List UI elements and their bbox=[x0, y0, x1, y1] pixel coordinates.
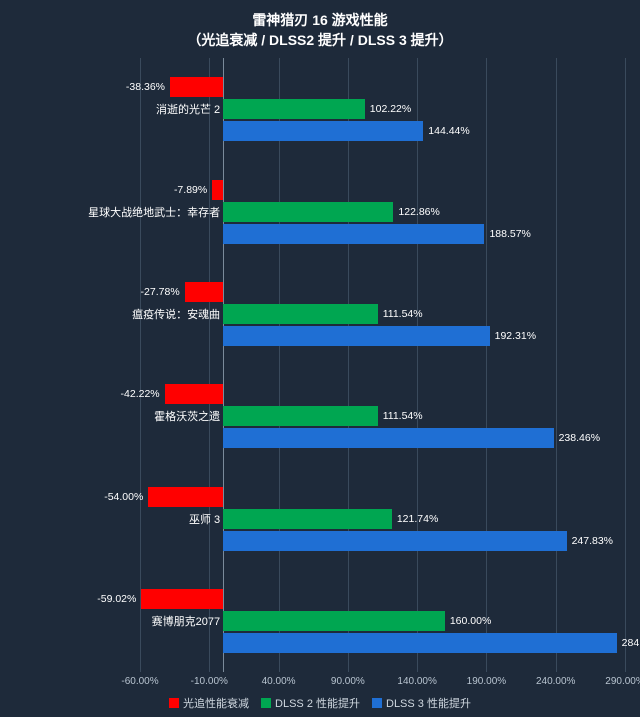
bar-value-label: -59.02% bbox=[97, 593, 136, 605]
bar-dlss2 bbox=[223, 406, 378, 426]
category-label: 瘟疫传说：安魂曲 bbox=[132, 306, 220, 322]
bar-row: -42.22% bbox=[140, 384, 625, 404]
gridline bbox=[140, 58, 141, 672]
category-label: 星球大战绝地武士：幸存者 bbox=[88, 204, 220, 220]
category-label: 巫师 3 bbox=[189, 511, 220, 527]
x-tick-label: 190.00% bbox=[467, 676, 506, 687]
bar-value-label: 284.00% bbox=[622, 637, 640, 649]
bar-dlss3 bbox=[223, 121, 423, 141]
chart-legend: 光追性能衰减 DLSS 2 性能提升 DLSS 3 性能提升 bbox=[0, 695, 640, 711]
x-tick-label: -10.00% bbox=[191, 676, 228, 687]
bar-dlss2 bbox=[223, 99, 365, 119]
bar-row: -59.02% bbox=[140, 589, 625, 609]
x-tick-label: -60.00% bbox=[121, 676, 158, 687]
legend-item: 光追性能衰减 bbox=[169, 695, 249, 711]
plot-area: -38.36% 102.22% 144.44% 消逝的光芒 2 -7.89% 122.86… bbox=[140, 58, 625, 672]
bar-dlss3 bbox=[223, 224, 484, 244]
bar-value-label: 122.86% bbox=[398, 206, 439, 218]
bar-value-label: 102.22% bbox=[370, 103, 411, 115]
bar-dlss3 bbox=[223, 633, 617, 653]
bar-value-label: 111.54% bbox=[383, 410, 423, 422]
category-label: 消逝的光芒 2 bbox=[156, 101, 220, 117]
gridline bbox=[279, 58, 280, 672]
bar-row: 192.31% bbox=[140, 326, 625, 346]
gridline bbox=[486, 58, 487, 672]
gridline bbox=[417, 58, 418, 672]
bar-dlss3 bbox=[223, 428, 553, 448]
bar-value-label: 111.54% bbox=[383, 308, 423, 320]
bar-row: 144.44% bbox=[140, 121, 625, 141]
x-tick-label: 90.00% bbox=[331, 676, 365, 687]
bar-value-label: 247.83% bbox=[572, 535, 613, 547]
category-label: 赛博朋克2077 bbox=[152, 613, 220, 629]
x-tick-label: 290.00% bbox=[605, 676, 640, 687]
bar-value-label: 160.00% bbox=[450, 615, 491, 627]
legend-item: DLSS 3 性能提升 bbox=[372, 695, 471, 711]
gridline bbox=[348, 58, 349, 672]
bar-dlss2 bbox=[223, 509, 392, 529]
bar-rt-decay bbox=[170, 77, 223, 97]
legend-label: 光追性能衰减 bbox=[183, 695, 249, 711]
bar-row: -7.89% bbox=[140, 180, 625, 200]
bar-row: 247.83% bbox=[140, 531, 625, 551]
bar-rt-decay bbox=[148, 487, 223, 507]
zero-line bbox=[223, 58, 224, 672]
bar-value-label: 192.31% bbox=[495, 330, 536, 342]
gaming-perf-chart: 雷神猎刃 16 游戏性能 （光追衰减 / DLSS2 提升 / DLSS 3 提… bbox=[0, 0, 640, 717]
bar-rt-decay bbox=[185, 282, 223, 302]
bar-rt-decay bbox=[141, 589, 223, 609]
bar-value-label: 144.44% bbox=[428, 125, 469, 137]
gridline bbox=[625, 58, 626, 672]
bar-value-label: -54.00% bbox=[104, 491, 143, 503]
bar-dlss2 bbox=[223, 202, 393, 222]
legend-swatch bbox=[261, 698, 271, 708]
x-tick-label: 140.00% bbox=[397, 676, 436, 687]
legend-swatch bbox=[169, 698, 179, 708]
bar-dlss2 bbox=[223, 611, 445, 631]
bar-row: 238.46% bbox=[140, 428, 625, 448]
x-tick-label: 240.00% bbox=[536, 676, 575, 687]
legend-label: DLSS 3 性能提升 bbox=[386, 695, 471, 711]
bar-row: 188.57% bbox=[140, 224, 625, 244]
gridline bbox=[556, 58, 557, 672]
bar-row: -54.00% bbox=[140, 487, 625, 507]
bar-row: 284.00% bbox=[140, 633, 625, 653]
bar-value-label: 188.57% bbox=[489, 228, 530, 240]
bar-rt-decay bbox=[212, 180, 223, 200]
bar-value-label: 238.46% bbox=[559, 432, 600, 444]
bar-value-label: -7.89% bbox=[174, 184, 207, 196]
legend-swatch bbox=[372, 698, 382, 708]
bar-row: -38.36% bbox=[140, 77, 625, 97]
category-label: 霍格沃茨之遗 bbox=[154, 408, 220, 424]
legend-label: DLSS 2 性能提升 bbox=[275, 695, 360, 711]
bar-row: -27.78% bbox=[140, 282, 625, 302]
bar-rt-decay bbox=[165, 384, 224, 404]
gridline bbox=[209, 58, 210, 672]
x-tick-label: 40.00% bbox=[262, 676, 296, 687]
bar-dlss3 bbox=[223, 326, 489, 346]
chart-title-line2: （光追衰减 / DLSS2 提升 / DLSS 3 提升） bbox=[0, 32, 640, 49]
bar-value-label: -42.22% bbox=[121, 388, 160, 400]
bar-value-label: 121.74% bbox=[397, 513, 438, 525]
bar-value-label: -38.36% bbox=[126, 81, 165, 93]
legend-item: DLSS 2 性能提升 bbox=[261, 695, 360, 711]
bar-value-label: -27.78% bbox=[141, 286, 180, 298]
chart-title-line1: 雷神猎刃 16 游戏性能 bbox=[0, 12, 640, 29]
bar-dlss3 bbox=[223, 531, 566, 551]
bar-dlss2 bbox=[223, 304, 378, 324]
